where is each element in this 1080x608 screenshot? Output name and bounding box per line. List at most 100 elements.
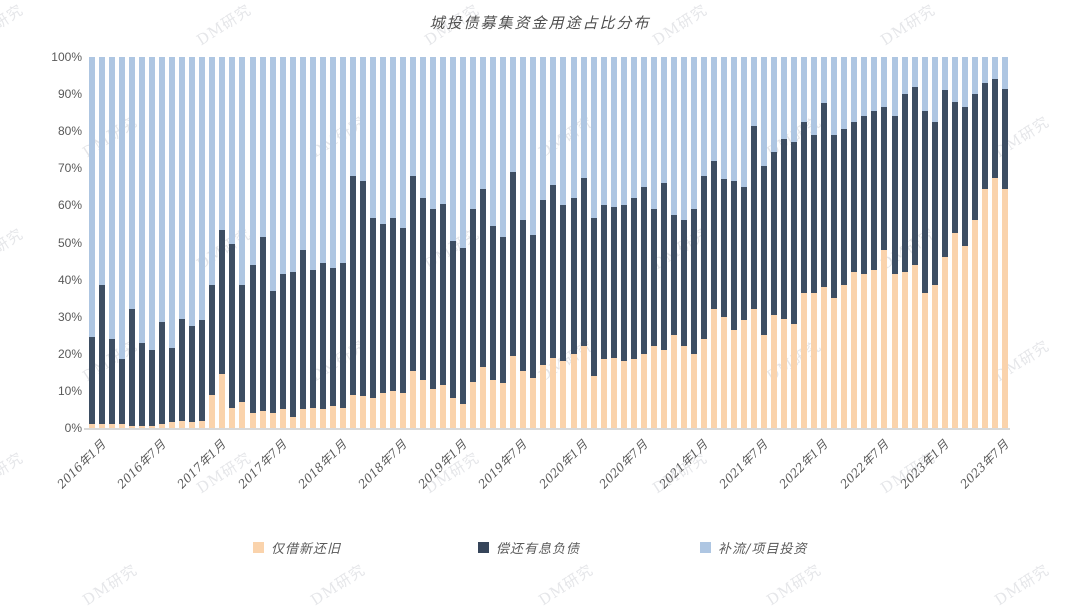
bar-2017年6月[interactable] <box>259 57 266 428</box>
bar-2021年9月[interactable] <box>771 57 778 428</box>
bar-2018年3月[interactable] <box>349 57 356 428</box>
bar-2022年2月[interactable] <box>821 57 828 428</box>
bar-2021年11月[interactable] <box>791 57 798 428</box>
bar-2016年10月[interactable] <box>179 57 186 428</box>
bar-2022年12月[interactable] <box>921 57 928 428</box>
bar-2016年7月[interactable] <box>149 57 156 428</box>
bar-2021年10月[interactable] <box>781 57 788 428</box>
bar-2018年6月[interactable] <box>379 57 386 428</box>
bar-2021年7月[interactable] <box>751 57 758 428</box>
legend-item-working-capital[interactable]: 补流/项目投资 <box>700 538 807 557</box>
bar-2022年6月[interactable] <box>861 57 868 428</box>
bar-2023年4月[interactable] <box>961 57 968 428</box>
bar-2022年7月[interactable] <box>871 57 878 428</box>
bar-2021年2月[interactable] <box>700 57 707 428</box>
bar-2022年9月[interactable] <box>891 57 898 428</box>
bar-2016年11月[interactable] <box>189 57 196 428</box>
bar-2016年3月[interactable] <box>109 57 116 428</box>
bar-segment-s1 <box>620 205 627 362</box>
bar-2020年10月[interactable] <box>660 57 667 428</box>
bar-2019年3月[interactable] <box>470 57 477 428</box>
bar-2020年9月[interactable] <box>650 57 657 428</box>
bar-2021年4月[interactable] <box>720 57 727 428</box>
bar-2021年3月[interactable] <box>710 57 717 428</box>
bar-2022年11月[interactable] <box>911 57 918 428</box>
bar-2023年6月[interactable] <box>981 57 988 428</box>
bar-2018年9月[interactable] <box>410 57 416 428</box>
bar-2023年3月[interactable] <box>951 57 958 428</box>
bar-2020年3月[interactable] <box>590 57 597 428</box>
bar-2018年5月[interactable] <box>369 57 376 428</box>
bar-2018年8月[interactable] <box>399 57 406 428</box>
bar-2017年3月[interactable] <box>229 57 236 428</box>
bar-2020年2月[interactable] <box>580 57 587 428</box>
legend-item-refinance-only[interactable]: 仅借新还旧 <box>253 538 341 557</box>
bar-2020年11月[interactable] <box>670 57 677 428</box>
bar-2020年8月[interactable] <box>640 57 647 428</box>
bar-2023年7月[interactable] <box>991 57 998 428</box>
bar-2017年1月[interactable] <box>209 57 216 428</box>
bar-2017年12月[interactable] <box>319 57 326 428</box>
bar-2021年5月[interactable] <box>731 57 737 428</box>
bar-2019年1月[interactable] <box>450 57 457 428</box>
bar-2023年5月[interactable] <box>971 57 978 428</box>
bar-2016年9月[interactable] <box>169 57 176 428</box>
bar-2020年7月[interactable] <box>630 57 637 428</box>
bar-2019年12月[interactable] <box>560 57 567 428</box>
bar-2017年9月[interactable] <box>289 57 296 428</box>
bar-2019年6月[interactable] <box>500 57 507 428</box>
bar-2018年4月[interactable] <box>359 57 366 428</box>
bar-2017年8月[interactable] <box>279 57 286 428</box>
bar-2019年5月[interactable] <box>490 57 497 428</box>
bar-2023年1月[interactable] <box>931 57 938 428</box>
bar-2019年9月[interactable] <box>530 57 537 428</box>
bar-2019年7月[interactable] <box>510 57 517 428</box>
bar-2022年3月[interactable] <box>831 57 838 428</box>
bar-2019年11月[interactable] <box>550 57 557 428</box>
bar-2018年10月[interactable] <box>420 57 427 428</box>
bar-2022年1月[interactable] <box>811 57 818 428</box>
bar-2019年10月[interactable] <box>540 57 547 428</box>
bar-2017年10月[interactable] <box>299 57 306 428</box>
bar-2018年11月[interactable] <box>430 57 437 428</box>
bar-2020年5月[interactable] <box>610 57 617 428</box>
bar-2023年2月[interactable] <box>941 57 948 428</box>
bar-2016年2月[interactable] <box>99 57 106 428</box>
bar-2019年8月[interactable] <box>520 57 527 428</box>
bar-2017年7月[interactable] <box>269 57 276 428</box>
bar-2022年4月[interactable] <box>841 57 848 428</box>
bar-2020年4月[interactable] <box>600 57 607 428</box>
bar-segment-s0 <box>670 335 677 428</box>
bar-2022年10月[interactable] <box>901 57 908 428</box>
bar-2016年6月[interactable] <box>139 57 146 428</box>
bar-2016年8月[interactable] <box>159 57 166 428</box>
bar-2021年6月[interactable] <box>741 57 748 428</box>
bar-2021年1月[interactable] <box>690 57 697 428</box>
bar-2017年2月[interactable] <box>219 57 226 428</box>
bar-2022年8月[interactable] <box>881 57 888 428</box>
legend-swatch-working-capital <box>700 542 711 553</box>
bar-2020年6月[interactable] <box>620 57 627 428</box>
y-tick-70: 70% <box>57 161 82 176</box>
bar-2016年5月[interactable] <box>129 57 136 428</box>
bar-2020年12月[interactable] <box>680 57 687 428</box>
bar-2020年1月[interactable] <box>570 57 577 428</box>
bar-segment-s1 <box>239 285 246 403</box>
bar-2017年5月[interactable] <box>249 57 256 428</box>
bar-2019年4月[interactable] <box>480 57 487 428</box>
legend-item-repay-debt[interactable]: 偿还有息负债 <box>478 538 580 557</box>
bar-2021年8月[interactable] <box>761 57 768 428</box>
bar-2019年2月[interactable] <box>460 57 467 428</box>
bar-2017年4月[interactable] <box>239 57 246 428</box>
bar-2018年1月[interactable] <box>329 57 336 428</box>
bar-2018年2月[interactable] <box>339 57 346 428</box>
bar-2018年7月[interactable] <box>389 57 396 428</box>
bar-2023年8月[interactable] <box>1001 57 1008 428</box>
bar-2017年11月[interactable] <box>309 57 316 428</box>
bar-2016年1月[interactable] <box>89 57 95 428</box>
bar-2018年12月[interactable] <box>440 57 447 428</box>
bar-2016年12月[interactable] <box>199 57 206 428</box>
bar-2022年5月[interactable] <box>851 57 858 428</box>
bar-2016年4月[interactable] <box>119 57 126 428</box>
bar-2021年12月[interactable] <box>801 57 808 428</box>
